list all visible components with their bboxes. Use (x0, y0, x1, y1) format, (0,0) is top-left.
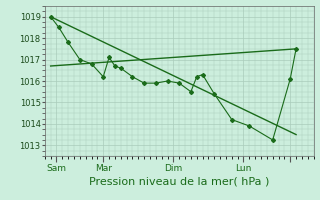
X-axis label: Pression niveau de la mer( hPa ): Pression niveau de la mer( hPa ) (89, 176, 269, 186)
